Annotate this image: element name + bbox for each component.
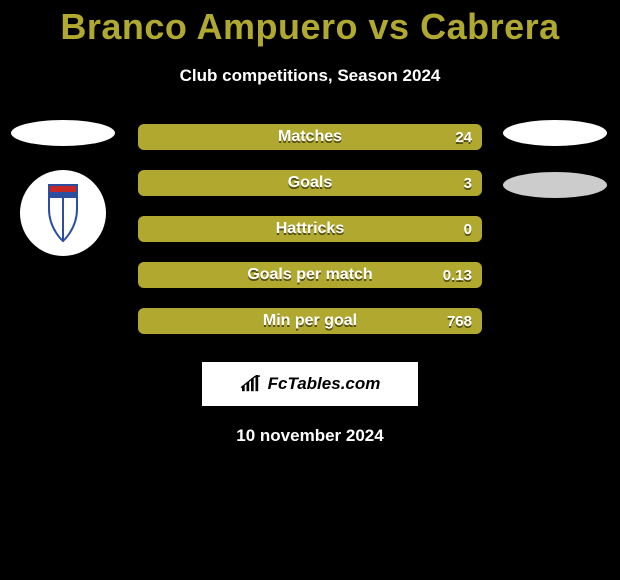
stat-label: Min per goal <box>263 312 357 330</box>
brand-label: FcTables.com <box>268 374 381 394</box>
stat-value-right: 0 <box>464 221 472 238</box>
comparison-panel: Matches 24 Goals 3 Hattricks 0 Goals per… <box>0 124 620 334</box>
player-right-oval-secondary <box>503 172 607 198</box>
stat-row-goals: Goals 3 <box>138 170 482 196</box>
club-badge-icon <box>45 183 81 243</box>
stat-value-right: 0.13 <box>443 267 472 284</box>
stat-label: Goals <box>288 174 332 192</box>
stat-label: Goals per match <box>247 266 372 284</box>
subtitle: Club competitions, Season 2024 <box>0 66 620 86</box>
stat-label: Matches <box>278 128 342 146</box>
player-right-oval <box>503 120 607 146</box>
stat-value-right: 3 <box>464 175 472 192</box>
stat-row-hattricks: Hattricks 0 <box>138 216 482 242</box>
stat-bars: Matches 24 Goals 3 Hattricks 0 Goals per… <box>138 124 482 334</box>
stat-row-matches: Matches 24 <box>138 124 482 150</box>
stat-value-right: 768 <box>447 313 472 330</box>
brand-attribution[interactable]: FcTables.com <box>202 362 418 406</box>
stat-row-min-per-goal: Min per goal 768 <box>138 308 482 334</box>
stat-row-goals-per-match: Goals per match 0.13 <box>138 262 482 288</box>
stat-label: Hattricks <box>276 220 344 238</box>
bar-chart-icon <box>240 375 262 393</box>
date-footer: 10 november 2024 <box>0 426 620 446</box>
page-title: Branco Ampuero vs Cabrera <box>0 0 620 48</box>
player-left-club-badge <box>20 170 106 256</box>
player-left-column <box>8 120 118 256</box>
player-right-column <box>500 120 610 198</box>
player-left-oval <box>11 120 115 146</box>
stat-value-right: 24 <box>455 129 472 146</box>
